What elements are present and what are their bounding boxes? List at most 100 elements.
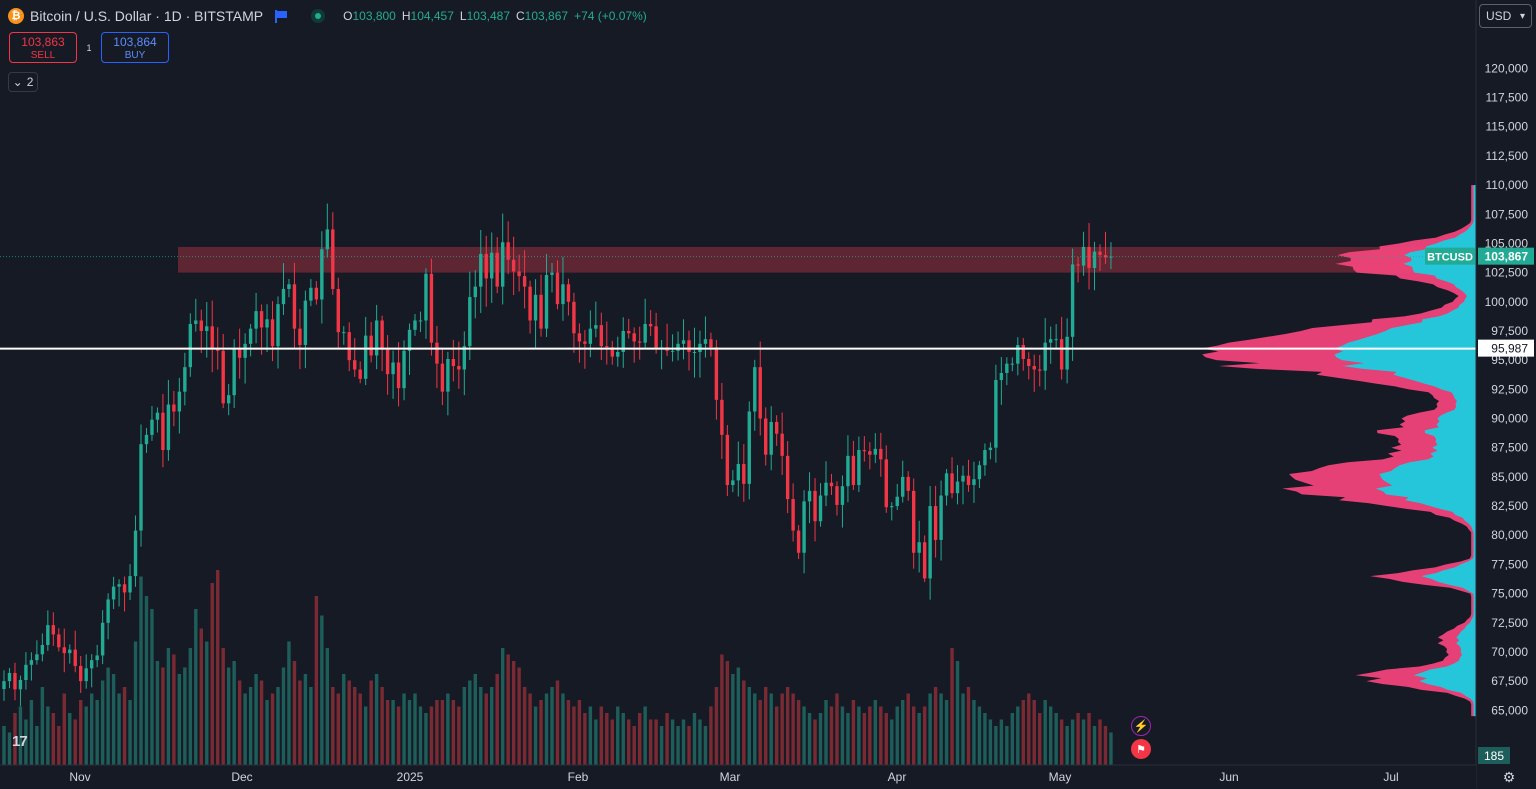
volume-bar [194,609,198,765]
volume-bar [1005,726,1009,765]
volume-bar [435,700,439,765]
buy-button[interactable]: 103,864 BUY [101,32,169,63]
volume-bar [358,693,362,765]
volume-bar [177,674,182,765]
sell-button[interactable]: 103,863 SELL [9,32,77,63]
volume-bar [380,687,384,765]
candle-body [621,330,625,352]
candle-body [13,672,17,690]
volume-bar [851,700,856,765]
volume-bar [117,693,121,765]
candle-body [517,271,521,277]
candle-body [610,347,614,357]
volume-bar [139,576,143,765]
candle-body [966,475,971,486]
candle-body [457,365,461,370]
volume-bar [440,700,445,765]
candle-body [605,346,609,348]
candle-body [133,530,138,577]
spread-value: 1 [86,42,92,53]
volume-bar [128,700,132,765]
volume-bar [122,687,127,765]
x-tick-label: Apr [888,770,907,784]
candle-body [226,395,231,404]
resistance-zone-layer [178,246,1476,273]
candle-body [829,482,834,487]
volume-bar [7,732,12,765]
time-axis[interactable] [0,765,1476,789]
volume-bar [292,661,297,765]
volume-bar [1016,706,1020,765]
currency-select[interactable]: USD ▾ [1479,4,1532,28]
candle-body [703,339,708,344]
candle-body [1038,369,1042,371]
candle-body [24,664,28,680]
candle-body [709,339,713,348]
volume-bar [637,713,642,765]
volume-bar [621,713,625,765]
symbol-tag [1425,247,1475,265]
high-label: H [401,9,411,23]
volume-bar [731,674,735,765]
volume-bar [676,726,680,765]
gear-icon[interactable]: ⚙ [1502,768,1516,785]
volume-bar [385,700,390,765]
volume-bar [1027,693,1031,765]
volume-bar [670,719,675,765]
candle-body [462,346,467,370]
candle-body [868,451,872,455]
candle-body [216,348,220,351]
bitcoin-logo-icon: ₿ [8,8,24,24]
candle-body [627,330,631,334]
volume-bar [473,674,477,765]
volume-bar [714,687,719,765]
volume-bar [539,700,543,765]
candle-body [402,350,406,389]
indicators-collapse-button[interactable]: ⌄ 2 [8,72,38,92]
candle-body [89,660,94,669]
volume-bar [216,570,220,765]
volume-bar [583,713,587,765]
symbol-header[interactable]: ₿ Bitcoin / U.S. Dollar · 1D · BITSTAMP … [8,6,647,26]
candle-body [1016,344,1020,364]
volume-bar [495,674,499,765]
volume-bar [347,680,351,765]
y-tick-label: 115,000 [1486,120,1529,134]
tradingview-logo[interactable]: 17 [12,733,28,750]
volume-bar [846,713,850,765]
volume-profile-buy [1334,185,1476,717]
candle-body [1054,339,1058,341]
volume-bar [106,667,110,765]
volume-bar [353,687,357,765]
candle-body [851,455,856,486]
volume-bar [753,693,757,765]
buy-price: 103,864 [113,35,157,49]
symbol-title[interactable]: Bitcoin / U.S. Dollar · 1D · BITSTAMP [30,8,264,24]
volume-bar [254,674,258,765]
candle-body [857,450,861,486]
volume-bar [665,713,669,765]
y-tick-label: 95,000 [1491,353,1528,367]
candle-body [259,311,264,328]
us-flag-event-icon[interactable]: ⚑ [1131,739,1151,759]
volume-bar [325,648,330,765]
candle-body [210,326,214,349]
candle-body [385,349,390,375]
volume-bar [533,706,538,765]
x-tick-label: Jul [1383,770,1398,784]
candle-body [117,584,121,587]
lightning-event-icon[interactable]: ⚡ [1131,716,1151,736]
price-axis[interactable] [1476,0,1536,789]
volume-bar [588,706,593,765]
volume-bar [79,700,83,765]
volume-bar [259,680,264,765]
volume-bar [785,687,790,765]
volume-bar [1070,719,1075,765]
volume-bar [780,693,784,765]
trade-buttons: 103,863 SELL 1 103,864 BUY [9,32,169,63]
volume-bar [906,693,910,765]
volume-profile-total [1201,185,1476,717]
flag-icon[interactable] [275,9,288,23]
volume-bar [594,719,598,765]
